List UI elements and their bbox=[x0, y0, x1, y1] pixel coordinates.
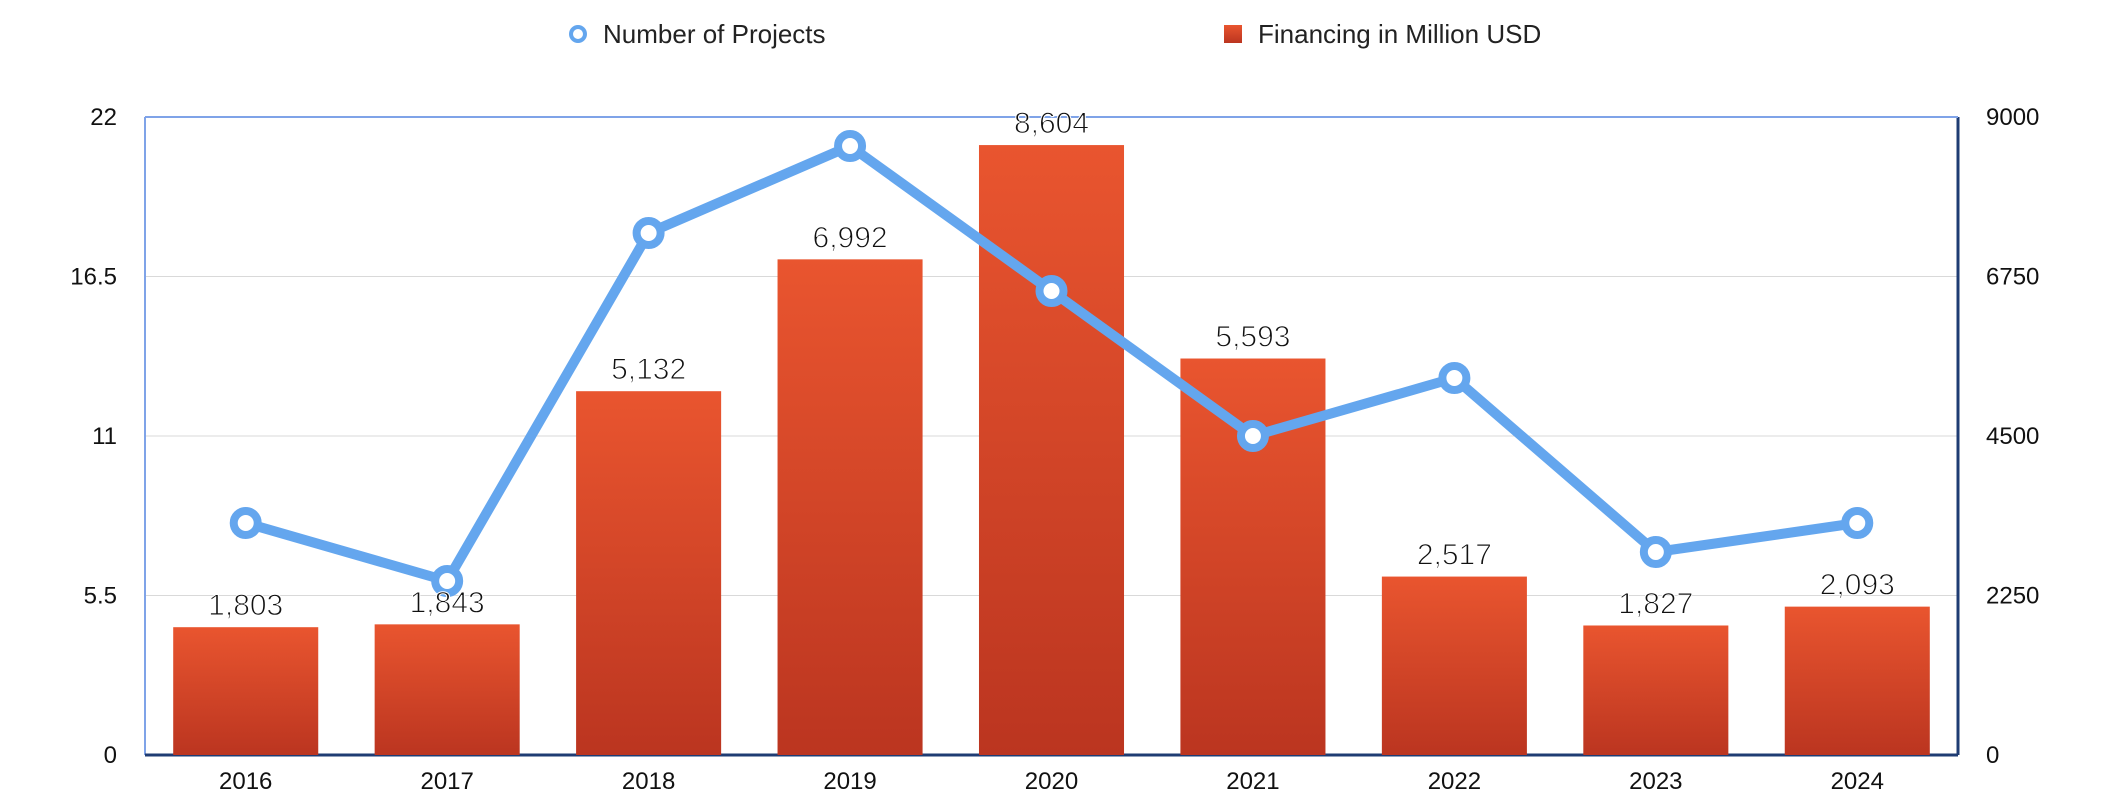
legend-projects-marker bbox=[569, 25, 587, 43]
projects-point-2020 bbox=[1035, 275, 1068, 307]
bar-value-label-2017: 1,843 bbox=[410, 586, 485, 619]
right-axis-tick-label-0: 0 bbox=[1986, 742, 1999, 769]
bar-value-label-2016: 1,803 bbox=[208, 589, 283, 622]
x-axis-label-2022: 2022 bbox=[1428, 768, 1481, 795]
data-labels: 1,803 1,843 5,132 6,992 8,604 5,593 2,517 1,827… bbox=[208, 107, 1896, 623]
left-axis-tick-label-2: 11 bbox=[92, 423, 117, 450]
legend-item-financing: Financing in Million USD bbox=[1224, 19, 1541, 49]
bar-2017 bbox=[374, 624, 520, 755]
bar-value-label-2020: 8,604 bbox=[1014, 107, 1089, 140]
bar-value-label-2021: 5,593 bbox=[1215, 321, 1290, 354]
left-axis-tick-label-3: 16.5 bbox=[70, 264, 117, 291]
bar-2024 bbox=[1784, 606, 1930, 755]
bar-value-label-2023: 1,827 bbox=[1618, 587, 1693, 620]
x-axis-label-2017: 2017 bbox=[420, 768, 473, 795]
projects-point-2016 bbox=[229, 507, 262, 539]
legend-financing-label: Financing in Million USD bbox=[1258, 19, 1541, 49]
right-axis-tick-label-4: 9000 bbox=[1986, 104, 2039, 131]
x-axis-label-2024: 2024 bbox=[1831, 768, 1884, 795]
legend-item-projects: Number of Projects bbox=[569, 19, 826, 49]
bar-value-label-2019: 6,992 bbox=[813, 221, 888, 254]
projects-point-2024 bbox=[1841, 507, 1874, 539]
projects-point-2019 bbox=[834, 130, 867, 162]
projects-point-2018 bbox=[632, 217, 665, 249]
legend-projects-label: Number of Projects bbox=[603, 19, 826, 49]
projects-point-2023 bbox=[1639, 536, 1672, 568]
left-axis-tick-label-0: 0 bbox=[104, 742, 117, 769]
bar-value-label-2018: 5,132 bbox=[611, 353, 686, 386]
line-series bbox=[229, 130, 1874, 597]
x-axis-label-2020: 2020 bbox=[1025, 768, 1078, 795]
projects-point-2017 bbox=[431, 565, 464, 597]
x-axis-label-2021: 2021 bbox=[1226, 768, 1279, 795]
projects-point-2021 bbox=[1236, 420, 1269, 452]
projects-point-2022 bbox=[1438, 362, 1471, 394]
left-axis-tick-label-1: 5.5 bbox=[84, 583, 117, 610]
bar-2019 bbox=[777, 259, 923, 755]
legend: Number of Projects Financing in Million … bbox=[569, 19, 1541, 49]
bar-series bbox=[173, 145, 1930, 755]
right-axis-tick-label-3: 6750 bbox=[1986, 264, 2039, 291]
legend-financing-marker bbox=[1224, 25, 1242, 43]
x-axis-label-2019: 2019 bbox=[823, 768, 876, 795]
bar-value-label-2024: 2,093 bbox=[1820, 569, 1895, 602]
x-axis-label-2016: 2016 bbox=[219, 768, 272, 795]
right-axis-tick-label-2: 4500 bbox=[1986, 423, 2039, 450]
bar-2023 bbox=[1583, 625, 1729, 755]
right-axis-tick-label-1: 2250 bbox=[1986, 583, 2039, 610]
bar-2020 bbox=[978, 145, 1125, 755]
x-axis-label-2018: 2018 bbox=[622, 768, 675, 795]
bar-2016 bbox=[173, 627, 319, 755]
tick-labels: 0 5.5 11 16.5 22 0 2250 4500 6750 9000 2016 2017 201… bbox=[70, 104, 2039, 795]
bar-2022 bbox=[1381, 576, 1527, 755]
x-axis-label-2023: 2023 bbox=[1629, 768, 1682, 795]
bar-value-label-2022: 2,517 bbox=[1417, 539, 1492, 572]
left-axis-tick-label-4: 22 bbox=[90, 104, 117, 131]
bar-2018 bbox=[576, 391, 722, 755]
